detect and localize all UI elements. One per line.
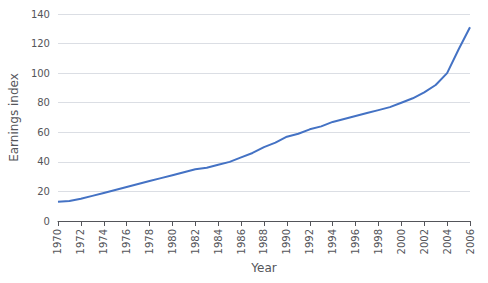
svg-text:80: 80	[37, 97, 50, 108]
svg-text:1992: 1992	[304, 229, 315, 254]
svg-text:1990: 1990	[281, 229, 292, 254]
svg-text:2004: 2004	[442, 229, 453, 254]
svg-text:1980: 1980	[167, 229, 178, 254]
svg-text:100: 100	[31, 68, 50, 79]
svg-text:1986: 1986	[236, 229, 247, 254]
svg-text:2006: 2006	[465, 229, 476, 254]
svg-text:Earnings index: Earnings index	[7, 73, 21, 162]
svg-text:120: 120	[31, 38, 50, 49]
svg-text:1974: 1974	[98, 229, 109, 254]
svg-text:1970: 1970	[52, 229, 63, 254]
svg-text:2000: 2000	[396, 229, 407, 254]
svg-text:1972: 1972	[75, 229, 86, 254]
svg-text:1998: 1998	[373, 229, 384, 254]
svg-text:20: 20	[37, 186, 50, 197]
svg-text:140: 140	[31, 9, 50, 20]
svg-text:1984: 1984	[213, 229, 224, 254]
svg-text:0: 0	[44, 216, 50, 227]
svg-text:1996: 1996	[350, 229, 361, 254]
svg-text:1994: 1994	[327, 229, 338, 254]
svg-text:60: 60	[37, 127, 50, 138]
svg-text:1978: 1978	[144, 229, 155, 254]
svg-text:Year: Year	[250, 261, 276, 275]
svg-text:2002: 2002	[419, 229, 430, 254]
svg-text:1988: 1988	[258, 229, 269, 254]
svg-text:1982: 1982	[190, 229, 201, 254]
svg-text:40: 40	[37, 156, 50, 167]
svg-text:1976: 1976	[121, 229, 132, 254]
